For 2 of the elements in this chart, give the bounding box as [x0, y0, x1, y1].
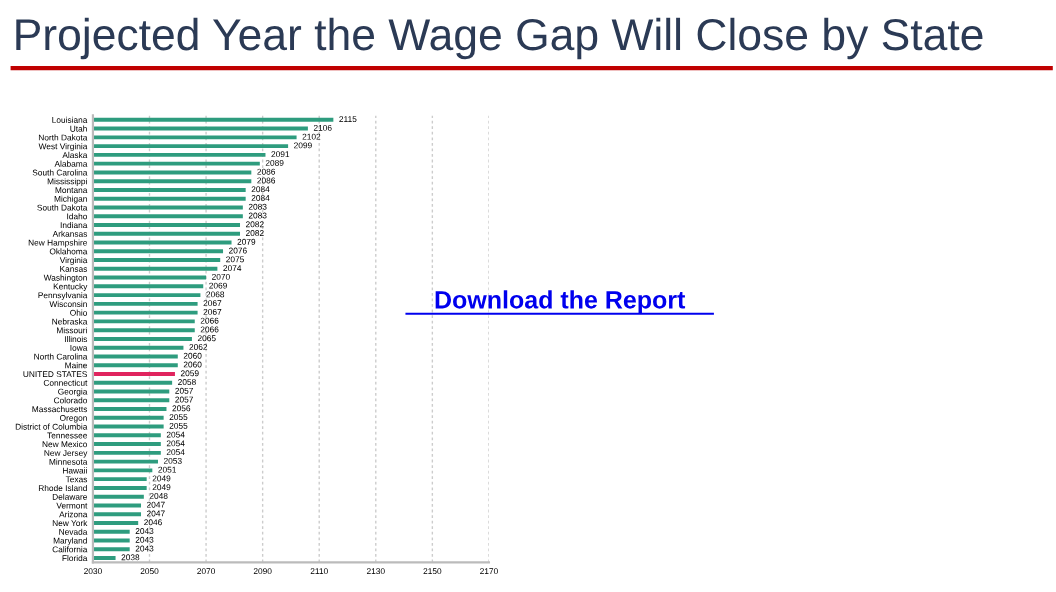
- annotation: Download the Report: [435, 290, 686, 314]
- chart-title: Projected Year the Wage Gap Will Close by State: [16, 17, 983, 60]
